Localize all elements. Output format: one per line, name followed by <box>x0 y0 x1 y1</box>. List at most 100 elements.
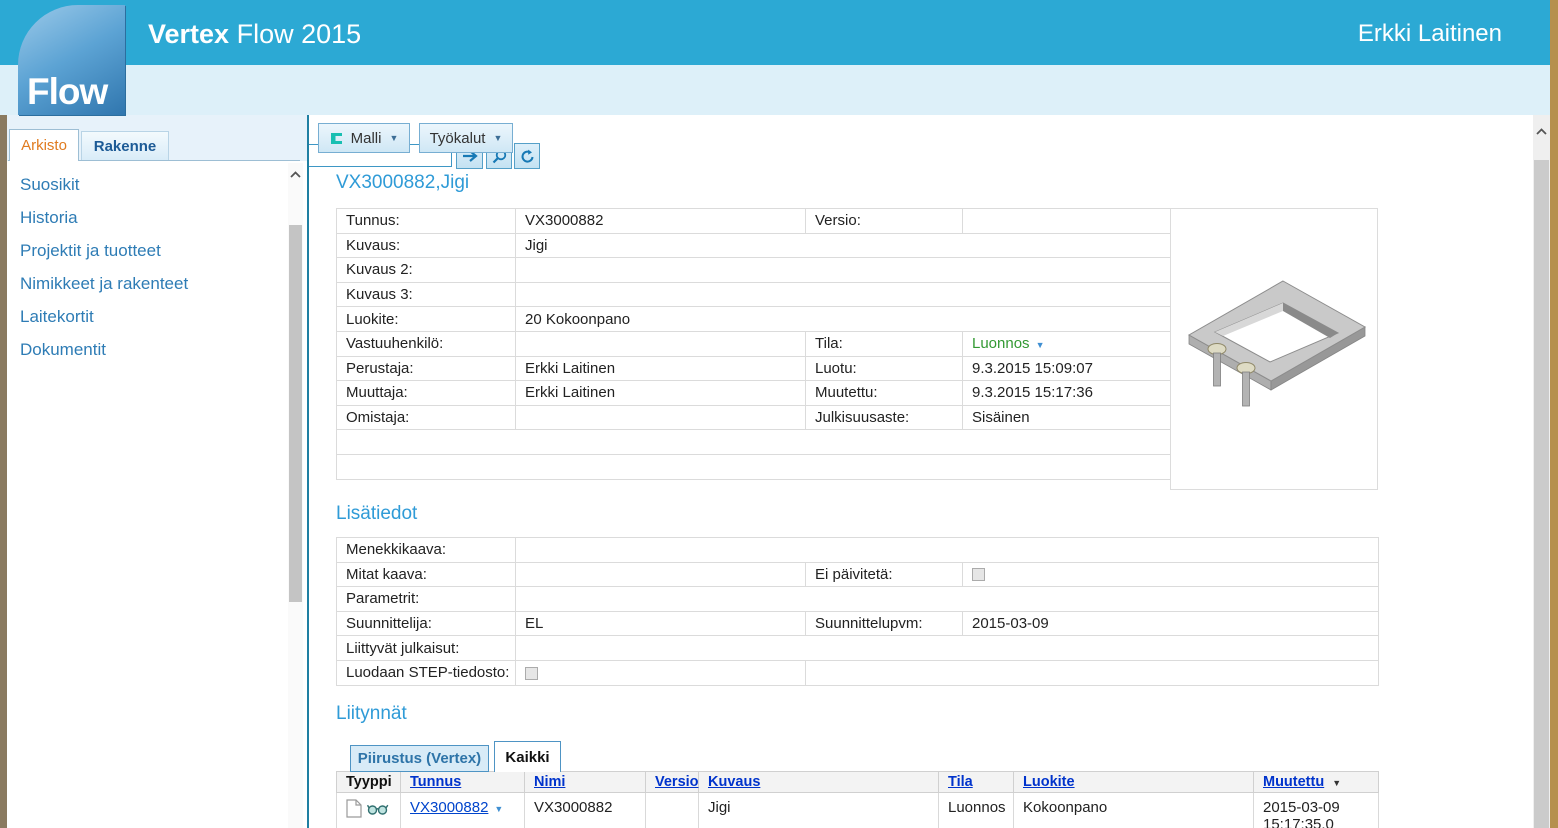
sidebar-item-historia[interactable]: Historia <box>20 208 78 227</box>
field-label: Tila: <box>805 330 963 357</box>
column-header-muutettu[interactable]: Muutettu ▼ <box>1253 771 1379 793</box>
column-header-luokite[interactable]: Luokite <box>1013 771 1254 793</box>
item-link[interactable]: VX3000882 <box>410 799 489 816</box>
sidebar-tab-underline <box>8 160 300 161</box>
field-value <box>515 659 806 686</box>
luokite-cell: Kokoonpano <box>1013 792 1254 828</box>
table-row: VX3000882 ▼ VX3000882 Jigi Luonnos Kokoon… <box>336 792 1379 828</box>
sidebar-item-dokumentit[interactable]: Dokumentit <box>20 340 106 359</box>
field-value[interactable]: VX3000882 <box>515 208 806 234</box>
liitynnat-table: Tyyppi Tunnus Nimi Versio Kuvaus Tila Lu… <box>336 771 1379 828</box>
table-row: Mitat kaava: Ei päivitetä: <box>336 561 1380 588</box>
field-value[interactable] <box>514 537 1380 563</box>
field-label: Kuvaus: <box>336 232 516 259</box>
table-row: Suunnittelija: EL Suunnittelupvm: 2015-0… <box>336 610 1380 637</box>
chevron-down-icon: ▼ <box>493 133 503 143</box>
field-value[interactable] <box>515 281 1171 308</box>
model-preview-box[interactable] <box>1170 208 1378 490</box>
field-label: Vastuuhenkilö: <box>336 330 516 357</box>
field-label: Kuvaus 3: <box>336 281 516 308</box>
main-scrollbar-thumb[interactable] <box>1534 160 1549 828</box>
sidebar-item-projektit[interactable]: Projektit ja tuotteet <box>20 241 161 260</box>
app-header: Vertex Flow 2015 Erkki Laitinen <box>0 0 1550 65</box>
status-dropdown[interactable]: Luonnos ▼ <box>962 330 1171 357</box>
section-heading-lisatiedot: Lisätiedot <box>336 503 418 524</box>
malli-menu-button[interactable]: Malli ▼ <box>318 123 410 153</box>
field-value[interactable]: Jigi <box>515 232 1171 259</box>
column-header-tunnus[interactable]: Tunnus <box>400 771 525 793</box>
sidebar-menu: Suosikit Historia Projektit ja tuotteet … <box>20 168 270 366</box>
field-value[interactable] <box>962 208 1171 234</box>
table-row: Luokite: 20 Kokoonpano <box>336 306 1171 332</box>
section-heading-liitynnat: Liitynnät <box>336 703 407 724</box>
field-label: Omistaja: <box>336 404 516 431</box>
field-value[interactable] <box>515 257 1171 283</box>
type-cell <box>336 792 401 828</box>
field-value[interactable] <box>514 635 1380 661</box>
sidebar-scroll-up-icon[interactable] <box>288 166 303 182</box>
field-label: Muutettu: <box>805 380 963 406</box>
field-value[interactable] <box>514 586 1380 612</box>
field-label: Kuvaus 2: <box>336 257 516 283</box>
column-header-tyyppi: Tyyppi <box>336 771 401 793</box>
sidebar-item-suosikit[interactable]: Suosikit <box>20 175 80 194</box>
field-value[interactable]: EL <box>515 610 806 637</box>
flow-logo-text: Flow <box>27 71 108 112</box>
table-row: Kuvaus: Jigi <box>336 232 1171 259</box>
column-header-versio[interactable]: Versio <box>645 771 699 793</box>
tab-rakenne[interactable]: Rakenne <box>81 131 169 161</box>
field-value: Sisäinen <box>962 404 1171 431</box>
field-value: Erkki Laitinen <box>515 380 806 406</box>
column-header-kuvaus[interactable]: Kuvaus <box>698 771 939 793</box>
chevron-down-icon: ▼ <box>1035 340 1045 351</box>
chevron-down-icon[interactable]: ▼ <box>494 804 504 814</box>
column-header-tila[interactable]: Tila <box>938 771 1014 793</box>
field-label: Muuttaja: <box>336 380 516 406</box>
field-value[interactable] <box>515 561 806 588</box>
app-title: Vertex Flow 2015 <box>148 19 362 49</box>
column-header-nimi[interactable]: Nimi <box>524 771 646 793</box>
sidebar-scrollbar-thumb[interactable] <box>289 225 302 602</box>
field-label: Ei päivitetä: <box>805 561 963 588</box>
table-row <box>336 453 1171 480</box>
table-row: Perustaja: Erkki Laitinen Luotu: 9.3.201… <box>336 355 1171 382</box>
field-value[interactable] <box>515 404 806 431</box>
kuvaus-cell: Jigi <box>698 792 939 828</box>
sidebar-item-laitekortit[interactable]: Laitekortit <box>20 307 94 326</box>
sidebar-item-nimikkeet[interactable]: Nimikkeet ja rakenteet <box>20 274 189 293</box>
details-table: Tunnus: VX3000882 Versio: Kuvaus: Jigi K… <box>336 208 1171 480</box>
flow-logo: Flow <box>18 5 125 115</box>
field-label: Suunnittelija: <box>336 610 516 637</box>
tab-arkisto[interactable]: Arkisto <box>9 129 79 161</box>
tab-kaikki[interactable]: Kaikki <box>494 741 561 772</box>
refresh-button[interactable] <box>514 143 540 169</box>
sidebar-divider <box>307 115 309 828</box>
chevron-down-icon: ▼ <box>389 133 399 143</box>
field-value[interactable]: 2015-03-09 <box>961 610 1380 637</box>
field-value[interactable] <box>515 330 806 357</box>
table-row: Kuvaus 3: <box>336 281 1171 308</box>
tyokalut-menu-button[interactable]: Työkalut ▼ <box>419 123 513 153</box>
sort-desc-icon: ▼ <box>1332 778 1342 788</box>
ei-paiviteta-checkbox[interactable] <box>972 568 985 582</box>
field-label: Luodaan STEP-tiedosto: <box>336 659 516 686</box>
empty-row <box>336 453 1171 480</box>
main-scroll-up-icon[interactable] <box>1533 122 1550 140</box>
table-row: Parametrit: <box>336 586 1380 612</box>
muutettu-cell: 2015-03-09 15:17:35.0 <box>1253 792 1379 828</box>
field-label: Luokite: <box>336 306 516 332</box>
glasses-icon <box>367 804 389 815</box>
table-header-row: Tyyppi Tunnus Nimi Versio Kuvaus Tila Lu… <box>336 771 1379 793</box>
step-tiedosto-checkbox[interactable] <box>525 666 538 680</box>
tab-piirustus-vertex[interactable]: Piirustus (Vertex) <box>350 745 489 772</box>
field-value[interactable]: 20 Kokoonpano <box>515 306 1171 332</box>
empty-row <box>336 429 1171 455</box>
status-badge: Luonnos <box>972 335 1030 353</box>
table-row: Luodaan STEP-tiedosto: <box>336 659 1380 686</box>
lisatiedot-table: Menekkikaava: Mitat kaava: Ei päivitetä:… <box>336 537 1380 686</box>
field-label: Mitat kaava: <box>336 561 516 588</box>
field-label: Luotu: <box>805 355 963 382</box>
field-label: Versio: <box>805 208 963 234</box>
model-3d-image <box>1187 280 1367 407</box>
table-row: Muuttaja: Erkki Laitinen Muutettu: 9.3.2… <box>336 380 1171 406</box>
